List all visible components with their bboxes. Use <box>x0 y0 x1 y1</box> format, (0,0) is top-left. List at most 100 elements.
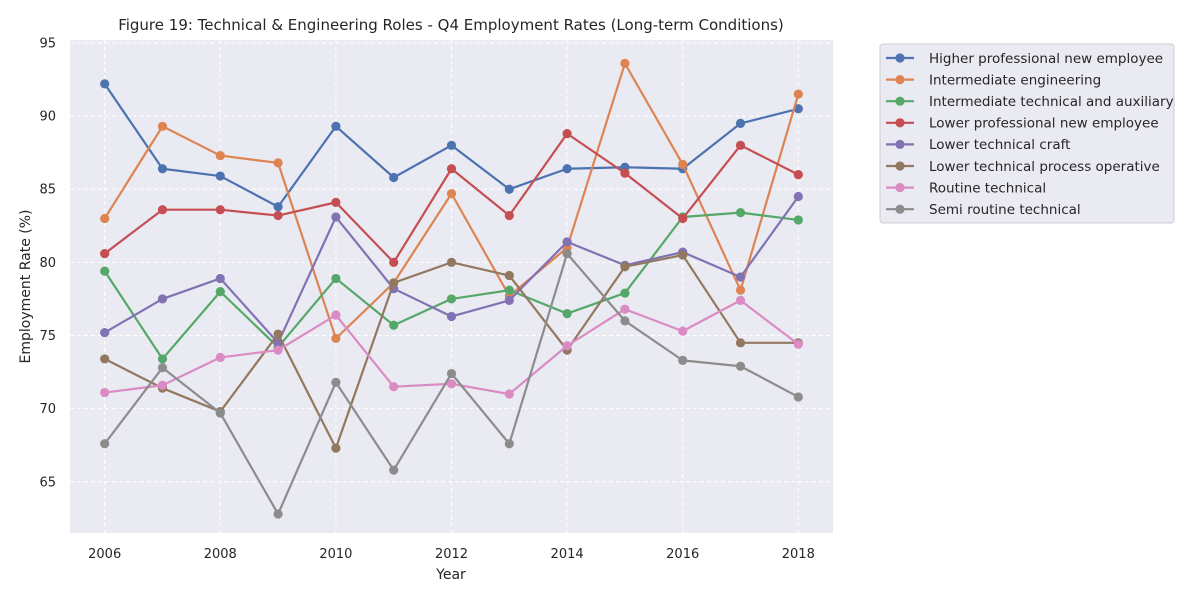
data-point <box>331 273 341 284</box>
data-point <box>100 79 110 89</box>
data-point <box>157 363 168 373</box>
series-group <box>100 295 803 399</box>
legend-item: Routine technical <box>886 180 1046 196</box>
data-point <box>620 304 630 314</box>
legend-item: Intermediate engineering <box>886 72 1101 88</box>
data-point <box>504 285 514 295</box>
x-tick-label: 2008 <box>204 547 237 562</box>
data-point <box>793 169 803 180</box>
y-tick-label: 80 <box>39 256 56 271</box>
data-point <box>446 140 457 150</box>
data-point <box>331 197 341 207</box>
data-point <box>735 338 746 348</box>
data-point <box>446 294 457 304</box>
data-point <box>504 210 514 221</box>
data-point <box>215 150 225 161</box>
data-point <box>504 270 514 281</box>
y-axis-ticks: 65 70 75 80 85 90 95 <box>39 36 56 490</box>
data-point <box>100 327 110 338</box>
data-point <box>504 389 514 399</box>
legend-marker <box>895 75 905 85</box>
y-tick-label: 85 <box>39 183 56 198</box>
data-point <box>735 295 746 305</box>
data-point <box>678 213 688 224</box>
data-point <box>215 408 225 418</box>
legend-item: Lower professional new employee <box>886 116 1159 132</box>
data-point <box>446 164 457 174</box>
y-tick-label: 70 <box>39 402 56 417</box>
data-point <box>331 333 341 344</box>
data-point <box>678 355 688 365</box>
data-point <box>562 248 572 259</box>
data-point <box>735 361 746 371</box>
data-point <box>157 354 168 364</box>
data-point <box>273 210 283 221</box>
legend-item: Semi routine technical <box>886 202 1081 218</box>
data-point <box>446 311 457 322</box>
data-point <box>215 273 225 284</box>
data-point <box>389 382 399 392</box>
x-tick-label: 2016 <box>666 547 699 562</box>
y-tick-label: 75 <box>39 329 56 344</box>
legend-item: Lower technical craft <box>886 137 1070 153</box>
data-point <box>793 89 803 99</box>
y-tick-label: 65 <box>39 475 56 490</box>
data-point <box>331 443 341 453</box>
data-point <box>331 212 341 222</box>
legend-label: Intermediate engineering <box>929 72 1101 88</box>
x-axis-ticks: 2006 2008 2010 2012 2014 2016 2018 <box>88 547 815 562</box>
y-axis-label: Employment Rate (%) <box>18 210 34 364</box>
data-point <box>100 248 110 259</box>
legend-item: Intermediate technical and auxiliary <box>886 94 1174 110</box>
data-point <box>504 439 514 449</box>
legend-item: Higher professional new employee <box>886 51 1163 67</box>
data-point <box>273 158 283 168</box>
y-tick-label: 90 <box>39 110 56 125</box>
legend-marker <box>895 53 905 63</box>
data-point <box>793 339 803 349</box>
chart-title: Figure 19: Technical & Engineering Roles… <box>118 16 784 34</box>
data-point <box>562 164 572 174</box>
legend-marker <box>895 118 905 128</box>
data-point <box>678 326 688 336</box>
data-point <box>215 352 225 363</box>
data-point <box>215 205 225 215</box>
series-group <box>100 248 803 519</box>
data-point <box>620 316 630 326</box>
legend-marker <box>895 204 905 214</box>
legend-marker <box>895 183 905 193</box>
data-point <box>735 118 746 128</box>
data-point <box>389 278 399 288</box>
data-point <box>389 257 399 267</box>
data-point <box>100 439 110 449</box>
data-point <box>100 387 110 398</box>
data-point <box>620 262 630 272</box>
data-point <box>620 288 630 298</box>
data-point <box>735 208 746 218</box>
data-point <box>793 104 803 114</box>
data-point <box>446 379 457 389</box>
legend-label: Higher professional new employee <box>929 51 1163 67</box>
data-point <box>562 341 572 351</box>
legend-marker <box>895 96 905 106</box>
data-point <box>331 377 341 387</box>
data-point <box>678 250 688 260</box>
legend-label: Routine technical <box>929 180 1046 196</box>
data-point <box>793 215 803 225</box>
data-point <box>678 159 688 169</box>
data-point <box>157 121 168 131</box>
series-group <box>100 129 803 267</box>
data-point <box>389 172 399 183</box>
legend-item: Lower technical process operative <box>886 159 1160 175</box>
x-tick-label: 2018 <box>782 547 815 562</box>
data-point <box>735 272 746 282</box>
x-tick-label: 2010 <box>319 547 352 562</box>
data-point <box>562 308 572 319</box>
data-point <box>793 191 803 202</box>
data-point <box>620 168 630 178</box>
data-point <box>331 121 341 131</box>
data-point <box>562 129 572 139</box>
legend-marker <box>895 139 905 149</box>
